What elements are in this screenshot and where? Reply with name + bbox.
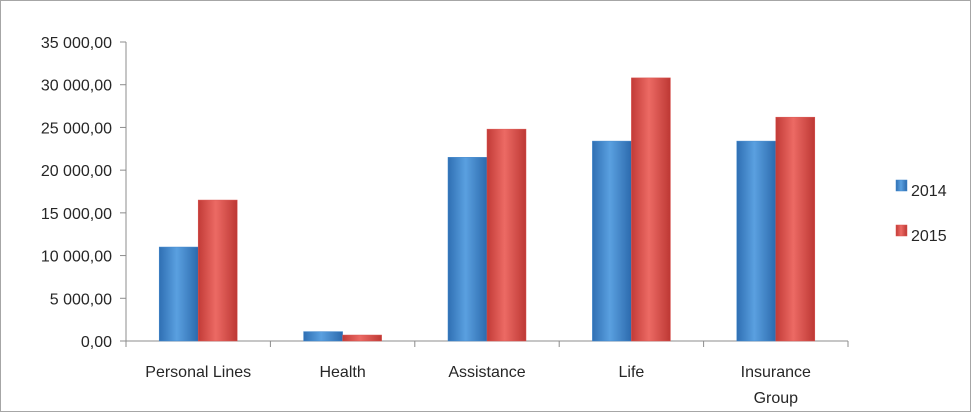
bar-2015-life [631, 77, 671, 342]
y-tick-label: 0,00 [81, 334, 112, 351]
bar-2014-life [592, 140, 632, 342]
bar-2014-assistance [447, 157, 488, 342]
legend-label-2015: 2015 [911, 228, 947, 245]
x-category-label: Health [319, 364, 365, 381]
legend-swatch-2014 [895, 179, 908, 192]
x-category-label: Personal Lines [145, 364, 251, 381]
y-tick-label: 20 000,00 [41, 163, 112, 180]
bar-2014-personal-lines [158, 246, 199, 342]
legend-label-2014: 2014 [911, 183, 947, 200]
legend-swatch-2015 [895, 224, 908, 237]
bar-2015-personal-lines [197, 199, 238, 342]
y-tick-label: 25 000,00 [41, 120, 112, 137]
x-category-label: Life [619, 364, 645, 381]
y-tick-label: 10 000,00 [41, 249, 112, 266]
y-tick-label: 35 000,00 [41, 35, 112, 52]
y-tick-label: 30 000,00 [41, 78, 112, 95]
y-tick-label: 15 000,00 [41, 206, 112, 223]
bar-2015-insurance-group [775, 116, 816, 342]
bars [158, 77, 816, 342]
y-tick-label: 5 000,00 [50, 291, 112, 308]
bar-2014-health [303, 331, 343, 342]
legend: 2014 2015 [895, 179, 947, 245]
labels: 0,00 5 000,00 10 000,00 15 000,00 20 000,00 2… [41, 35, 811, 407]
bar-2014-insurance-group [736, 140, 777, 342]
bar-2015-health [342, 334, 382, 342]
x-category-label: Assistance [448, 364, 525, 381]
bar-2015-assistance [486, 128, 527, 342]
x-category-label: Insurance Group [741, 364, 811, 407]
